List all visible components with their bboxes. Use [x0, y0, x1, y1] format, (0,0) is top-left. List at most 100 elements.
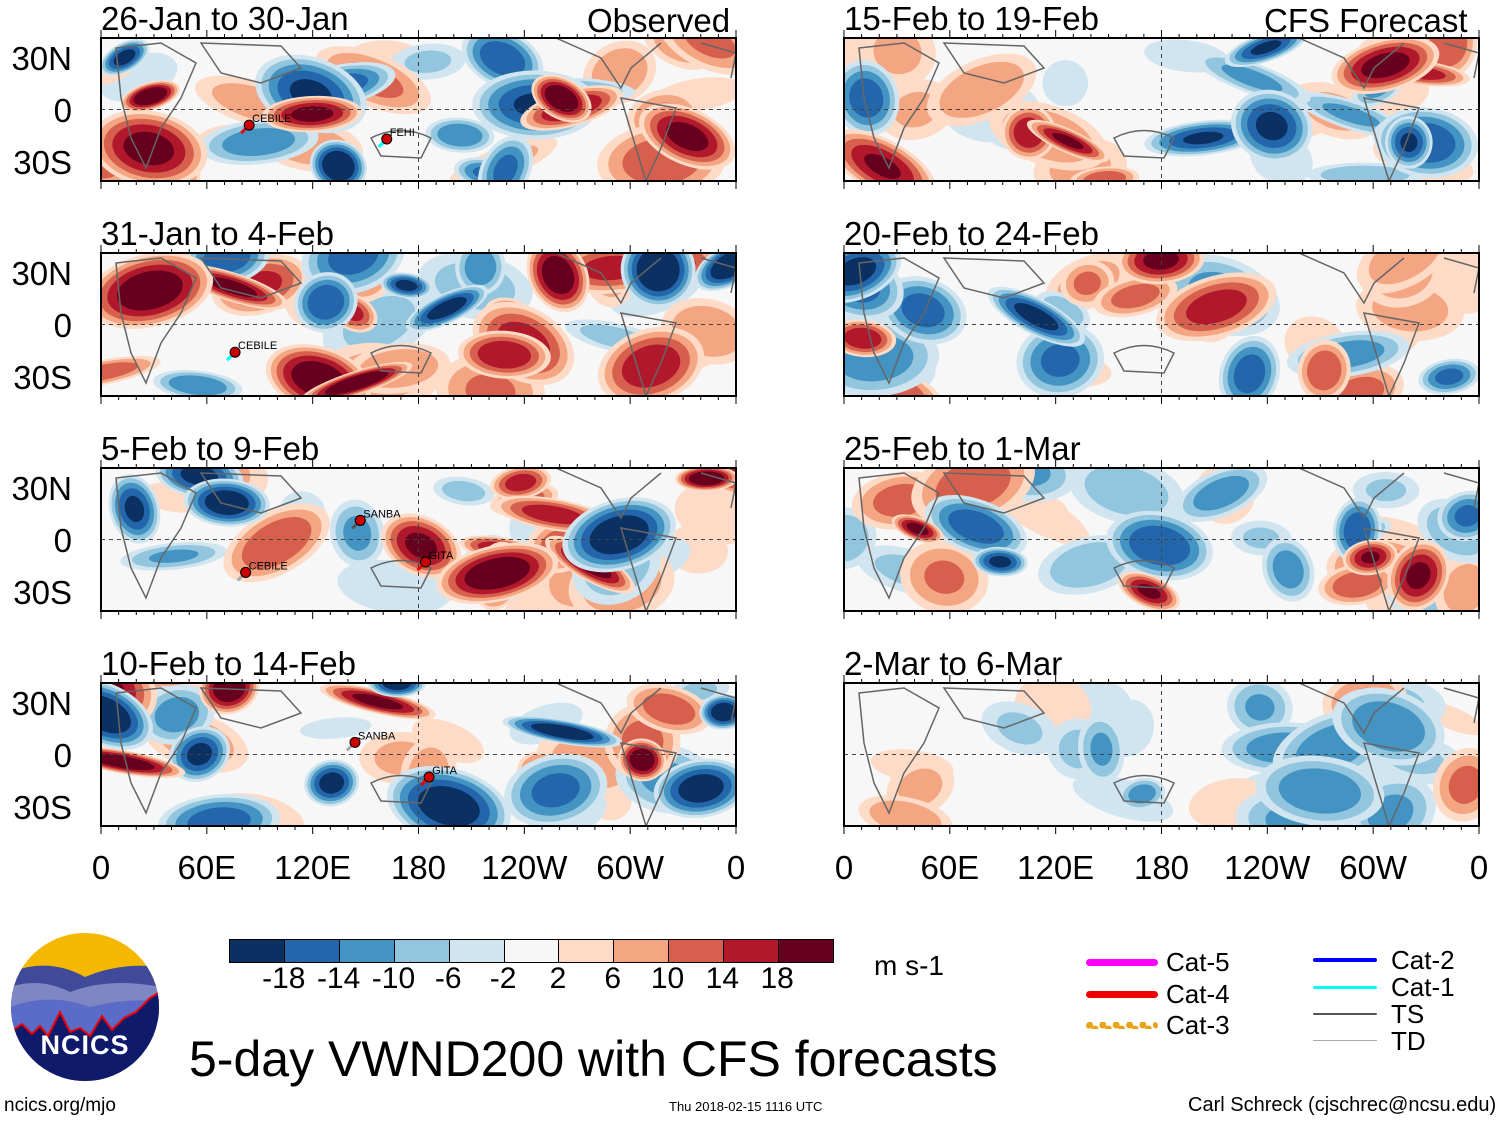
- map-panel: [843, 245, 1480, 404]
- coastline: [115, 472, 197, 600]
- wind-contour: [530, 723, 594, 740]
- wind-contour: [1073, 271, 1101, 296]
- colorbar-swatch: [724, 940, 780, 962]
- lon-label: 0: [726, 849, 746, 886]
- wind-contour: [1245, 694, 1275, 721]
- lon-label: 60E: [920, 849, 980, 886]
- wind-contour: [688, 471, 725, 486]
- panel-title: 10-Feb to 14-Feb: [101, 645, 356, 682]
- legend-label: Cat-1: [1391, 972, 1455, 1002]
- wind-contour: [906, 522, 929, 536]
- wind-contour: [1250, 40, 1282, 55]
- colorbar-tick: -10: [371, 962, 416, 995]
- wind-contour: [544, 85, 579, 112]
- wind-contour: [1233, 354, 1266, 394]
- wind-contour: [116, 270, 183, 311]
- wind-contour: [1443, 563, 1479, 611]
- panel-title: 31-Jan to 4-Feb: [101, 215, 334, 252]
- wind-contour: [1448, 765, 1479, 804]
- coastline: [1443, 42, 1479, 79]
- panel-title: 15-Feb to 19-Feb: [844, 0, 1099, 37]
- coastline: [1112, 344, 1176, 374]
- colorbar-tick: -18: [262, 962, 306, 995]
- lat-label: 30N: [11, 685, 72, 722]
- wind-contour: [328, 253, 379, 275]
- wind-contour: [464, 556, 530, 590]
- panel-title: 26-Jan to 30-Jan: [101, 0, 349, 37]
- colorbar-tick: 2: [549, 962, 567, 995]
- wind-contour: [996, 712, 1043, 745]
- legend-label: Cat-5: [1166, 947, 1230, 977]
- wind-contour: [1040, 343, 1080, 377]
- wind-contour: [212, 683, 246, 703]
- storm-name: SANBA: [363, 508, 401, 520]
- wind-contour: [124, 495, 145, 523]
- coastline: [1298, 468, 1405, 520]
- legend-label: Cat-4: [1166, 979, 1230, 1009]
- coastline: [369, 559, 433, 589]
- wind-contour: [222, 128, 296, 157]
- legend-label: Cat-3: [1166, 1010, 1230, 1040]
- wind-contour: [541, 255, 575, 295]
- coastline: [555, 38, 662, 90]
- wind-contour: [493, 154, 518, 181]
- wind-contour: [187, 807, 251, 826]
- wind-contour: [437, 123, 483, 147]
- colorbar-swatch: [669, 940, 725, 962]
- colorbar-swatch: [559, 940, 615, 962]
- map-panel: [843, 675, 1480, 834]
- coastline: [619, 742, 678, 826]
- wind-contour: [417, 786, 480, 826]
- hurricane-icon: [240, 566, 252, 578]
- coastline: [858, 472, 940, 600]
- panel-title: 5-Feb to 9-Feb: [101, 430, 320, 467]
- coastline: [1112, 559, 1176, 589]
- coastline: [369, 344, 433, 374]
- wind-contour: [477, 340, 531, 369]
- hurricane-icon: [381, 133, 393, 145]
- wind-contour: [1272, 550, 1304, 589]
- wind-contour: [924, 560, 965, 594]
- wind-contour: [1307, 350, 1342, 391]
- credit: Carl Schreck (cjschrec@ncsu.edu): [1188, 1094, 1497, 1116]
- coastline: [700, 42, 736, 79]
- storm-name: FEHI: [390, 127, 415, 139]
- wind-contour: [1050, 542, 1129, 588]
- wind-contour: [678, 774, 724, 803]
- colorbar-tick: -2: [489, 962, 517, 995]
- colorbar-swatch: [339, 940, 395, 962]
- ncics-logo: NCICS: [11, 933, 159, 1081]
- wind-contour: [1128, 784, 1156, 804]
- lat-label: 0: [53, 737, 72, 774]
- coastline: [1362, 312, 1421, 396]
- hurricane-icon: [420, 556, 432, 568]
- panel-title: 25-Feb to 1-Mar: [844, 430, 1081, 467]
- legend-line-ts: [1313, 1013, 1377, 1015]
- wind-contour: [989, 555, 1012, 568]
- site-link[interactable]: ncics.org/mjo: [4, 1095, 116, 1116]
- coastline: [115, 257, 197, 385]
- wind-contour: [1090, 732, 1113, 766]
- wind-contour: [299, 717, 372, 739]
- wind-contour: [531, 773, 580, 808]
- figure-title: 5-day VWND200 with CFS forecasts: [189, 1031, 998, 1087]
- colorbar-swatch: [614, 940, 670, 962]
- legend-line-cat-4: [1086, 990, 1158, 998]
- coastline: [619, 97, 678, 181]
- wind-contour: [1322, 103, 1381, 127]
- storm-name: SANBA: [358, 730, 396, 742]
- wind-contour: [395, 279, 418, 291]
- colorbar-swatch: [504, 940, 560, 962]
- coastline: [199, 42, 303, 84]
- coastline: [942, 42, 1046, 84]
- wind-contour: [290, 106, 334, 122]
- coastline: [942, 257, 1046, 299]
- lat-label: 30S: [13, 144, 72, 181]
- wind-contour: [343, 516, 372, 551]
- coastline: [942, 472, 1046, 514]
- colorbar-tick: 18: [760, 962, 794, 995]
- wind-contour: [939, 61, 1024, 118]
- coastline: [858, 687, 940, 815]
- colorbar-tick: 10: [650, 962, 685, 995]
- wind-contour: [1320, 165, 1410, 181]
